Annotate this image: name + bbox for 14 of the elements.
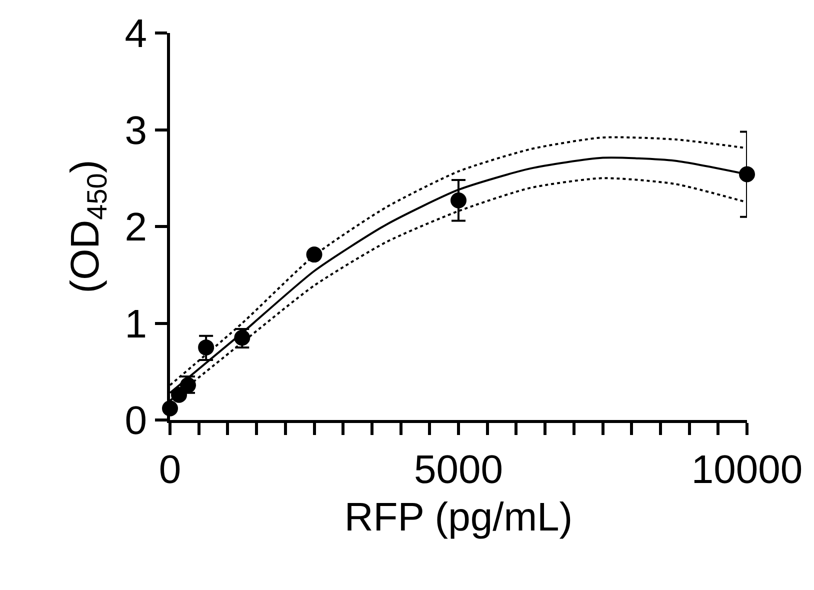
- x-tick-label: 10000: [691, 448, 803, 492]
- y-tick-label: 1: [124, 302, 147, 346]
- x-tick-label: 0: [158, 448, 182, 492]
- point: [306, 246, 322, 263]
- y-tick-label: 3: [124, 108, 147, 153]
- y-tick-label: 0: [124, 399, 147, 443]
- point: [739, 166, 755, 182]
- y-tick-label: 2: [124, 206, 147, 250]
- point: [450, 192, 466, 208]
- point: [171, 386, 187, 403]
- y-tick-label: 4: [124, 12, 147, 56]
- x-axis-title: RFP (pg/mL): [344, 496, 573, 540]
- point: [198, 339, 214, 356]
- x-tick-label: 5000: [414, 448, 503, 492]
